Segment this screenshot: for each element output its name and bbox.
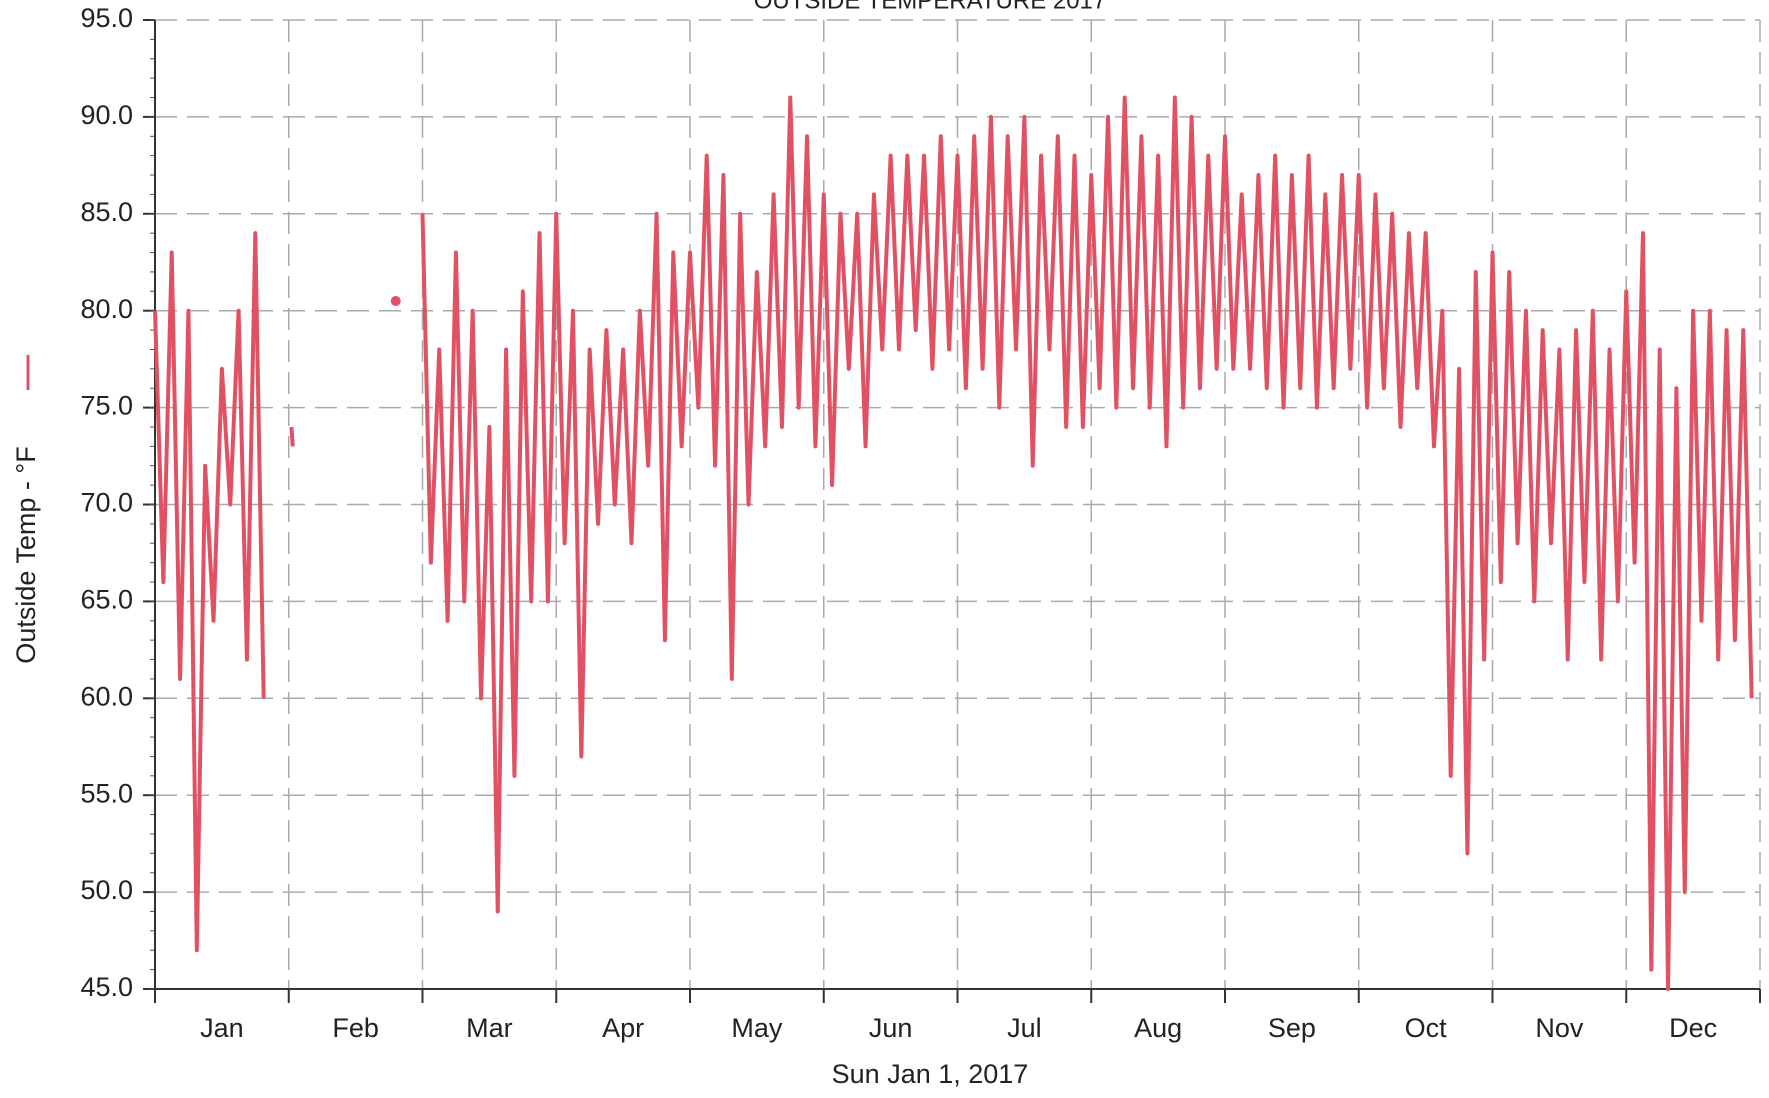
x-tick-label: Feb: [332, 1013, 379, 1043]
y-tick-label: 90.0: [80, 100, 133, 130]
y-tick-label: 50.0: [80, 875, 133, 905]
x-tick-label: May: [731, 1013, 783, 1043]
x-tick-label: Dec: [1669, 1013, 1717, 1043]
temperature-line: [420, 95, 1754, 991]
y-tick-label: 75.0: [80, 391, 133, 421]
x-axis-label: Sun Jan 1, 2017: [832, 1059, 1029, 1089]
y-tick-label: 70.0: [80, 488, 133, 518]
x-tick-label: Jan: [200, 1013, 244, 1043]
chart-title: OUTSIDE TEMPERATURE 2017: [754, 0, 1107, 14]
x-tick-label: Jul: [1007, 1013, 1042, 1043]
y-tick-label: 55.0: [80, 778, 133, 808]
x-tick-label: Mar: [466, 1013, 513, 1043]
y-axis-label: Outside Temp - °F: [11, 446, 41, 663]
x-tick-label: Jun: [869, 1013, 913, 1043]
x-tick-label: Apr: [602, 1013, 644, 1043]
y-tick-label: 95.0: [80, 3, 133, 33]
x-tick-label: Oct: [1405, 1013, 1448, 1043]
temperature-line: [289, 426, 295, 447]
y-tick-label: 80.0: [80, 294, 133, 324]
x-tick-label: Nov: [1535, 1013, 1584, 1043]
x-tick-label: Sep: [1268, 1013, 1316, 1043]
data-point: [390, 296, 401, 307]
y-tick-label: 60.0: [80, 681, 133, 711]
y-tick-label: 65.0: [80, 585, 133, 615]
y-tick-label: 45.0: [80, 972, 133, 1002]
x-tick-label: Aug: [1134, 1013, 1182, 1043]
temperature-line: [153, 231, 266, 953]
y-tick-label: 85.0: [80, 197, 133, 227]
